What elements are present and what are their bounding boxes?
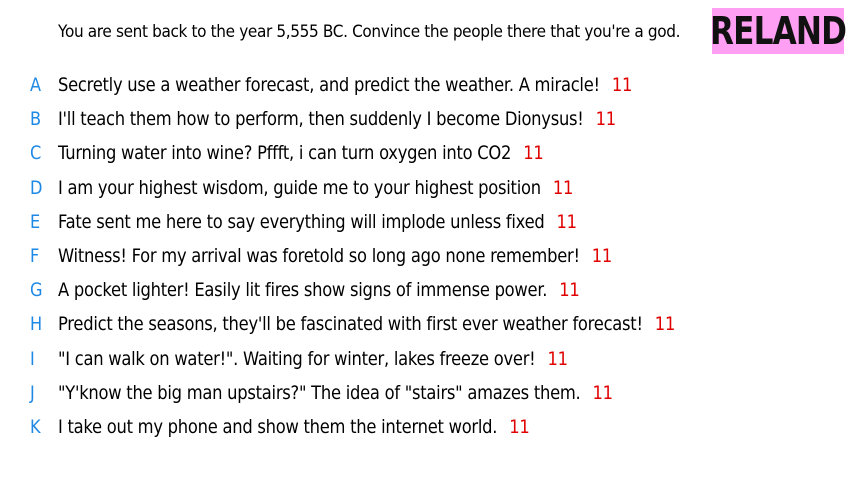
answer-item-i: I "I can walk on water!". Waiting for wi… [0, 342, 853, 376]
answer-letter: D [30, 176, 43, 199]
answer-letter: H [30, 313, 43, 336]
answer-item-h: H Predict the seasons, they'll be fascin… [0, 307, 853, 341]
answer-letter: K [30, 415, 41, 438]
answer-item-f: F Witness! For my arrival was foretold s… [0, 239, 853, 273]
answer-text: Secretly use a weather forecast, and pre… [58, 74, 600, 97]
player-name: RELAND [709, 9, 847, 53]
answer-text: I am your highest wisdom, guide me to yo… [58, 176, 541, 199]
answer-text: A pocket lighter! Easily lit fires show … [58, 279, 548, 302]
answer-item-e: E Fate sent me here to say everything wi… [0, 205, 853, 239]
answer-letter: C [30, 142, 42, 165]
answer-item-j: J "Y'know the big man upstairs?" The ide… [0, 376, 853, 410]
answer-letter: B [30, 108, 42, 131]
answer-text: Predict the seasons, they'll be fascinat… [58, 313, 643, 336]
answer-text: I'll teach them how to perform, then sud… [58, 108, 584, 131]
answer-score: 11 [595, 108, 617, 131]
answer-text: "I can walk on water!". Waiting for wint… [58, 347, 536, 370]
answer-letter: I [30, 347, 35, 370]
question-prompt: You are sent back to the year 5,555 BC. … [58, 22, 681, 42]
answer-score: 11 [556, 210, 578, 233]
answer-text: I take out my phone and show them the in… [58, 415, 498, 438]
answer-score: 11 [611, 74, 633, 97]
answer-text: Fate sent me here to say everything will… [58, 210, 545, 233]
answer-score: 11 [592, 381, 614, 404]
answer-item-a: A Secretly use a weather forecast, and p… [0, 68, 853, 102]
answer-item-c: C Turning water into wine? Pffft, i can … [0, 136, 853, 170]
answer-text: Turning water into wine? Pffft, i can tu… [58, 142, 512, 165]
player-name-badge: RELAND [709, 8, 847, 54]
answer-score: 11 [654, 313, 676, 336]
answer-score: 11 [559, 279, 580, 302]
answer-letter: G [30, 279, 43, 302]
answer-text: Witness! For my arrival was foretold so … [58, 245, 580, 268]
answer-letter: F [30, 245, 40, 268]
answer-list: A Secretly use a weather forecast, and p… [0, 68, 853, 444]
answer-item-b: B I'll teach them how to perform, then s… [0, 102, 853, 136]
answer-item-k: K I take out my phone and show them the … [0, 410, 853, 444]
answer-score: 11 [552, 176, 574, 199]
answer-letter: A [30, 74, 42, 97]
answer-letter: J [30, 381, 35, 404]
answer-letter: E [30, 210, 41, 233]
answer-item-d: D I am your highest wisdom, guide me to … [0, 171, 853, 205]
answer-score: 11 [523, 142, 544, 165]
answer-score: 11 [547, 347, 569, 370]
answer-score: 11 [591, 245, 613, 268]
answer-text: "Y'know the big man upstairs?" The idea … [58, 381, 581, 404]
answer-score: 11 [509, 415, 530, 438]
answer-item-g: G A pocket lighter! Easily lit fires sho… [0, 273, 853, 307]
